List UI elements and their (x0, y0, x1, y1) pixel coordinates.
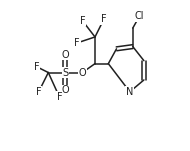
Text: Cl: Cl (135, 11, 144, 21)
Text: N: N (126, 87, 134, 97)
Text: F: F (34, 62, 39, 72)
Text: F: F (101, 14, 107, 24)
Text: F: F (80, 16, 85, 26)
Text: F: F (36, 87, 41, 97)
Text: O: O (62, 85, 69, 95)
Text: O: O (79, 67, 86, 77)
Text: F: F (57, 92, 62, 102)
Text: F: F (74, 38, 80, 48)
Text: O: O (62, 50, 69, 60)
Text: S: S (62, 67, 68, 77)
